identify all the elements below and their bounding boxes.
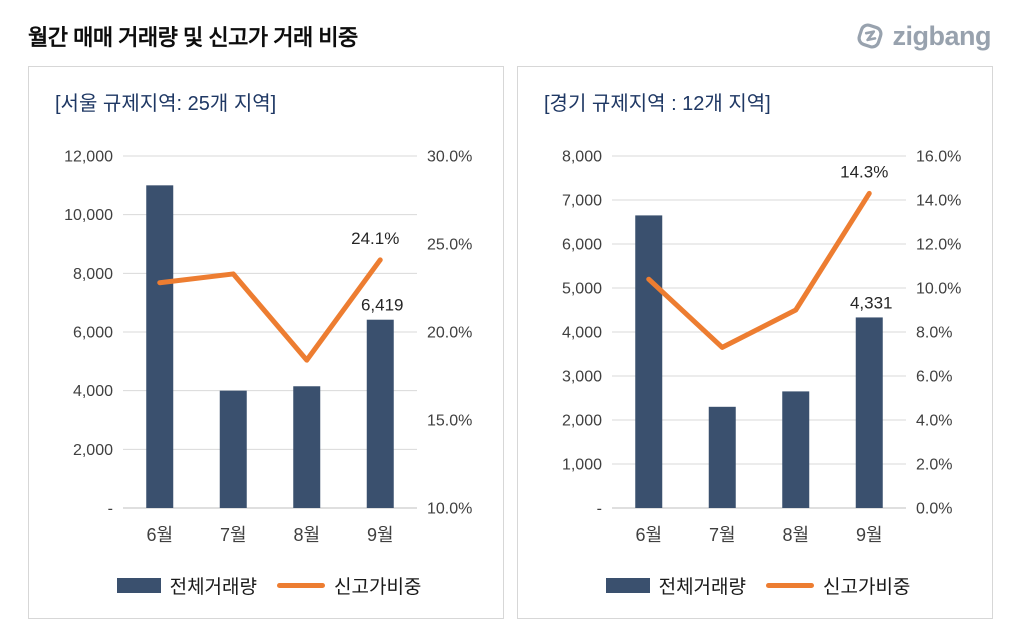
- legend-item-ratio: 신고가비중: [766, 572, 910, 599]
- zigbang-logo-icon: [856, 23, 883, 49]
- x-axis-category-label: 9월: [856, 525, 883, 545]
- ratio-trend-line: [157, 257, 383, 363]
- zigbang-logo: zigbang: [854, 20, 992, 52]
- line-legend-label: 신고가비중: [334, 577, 422, 598]
- seoul-legend: 전체거래량 신고가비중: [43, 572, 495, 599]
- x-axis-category-label: 7월: [220, 525, 247, 545]
- bar-legend-label: 전체거래량: [658, 577, 746, 598]
- left-axis-tick-label: 6,000: [73, 325, 113, 342]
- volume-bar: [635, 215, 663, 508]
- header: 월간 매매 거래량 및 신고가 거래 비중 zigbang: [0, 0, 1021, 66]
- x-axis-category-label: 6월: [635, 525, 662, 545]
- left-axis-tick-label: 3,000: [562, 369, 602, 386]
- line-data-label: 24.1%: [351, 229, 399, 248]
- left-axis-tick-label: 10,000: [64, 207, 113, 224]
- right-axis-tick-label: 20.0%: [427, 325, 472, 342]
- left-axis-tick-label: 1,000: [562, 457, 602, 474]
- volume-bar: [782, 391, 810, 508]
- right-axis-tick-label: 0.0%: [916, 501, 952, 518]
- bar-data-label: 6,419: [361, 296, 404, 315]
- page-title: 월간 매매 거래량 및 신고가 거래 비중: [28, 25, 358, 50]
- line-legend-swatch: [277, 583, 325, 588]
- x-axis-category-label: 6월: [146, 525, 173, 545]
- seoul-chart: 12,000 10,000 8,000 6,000 4,000 2,000 - 30.0% 25…: [43, 132, 495, 562]
- left-axis-tick-label: 4,000: [562, 325, 602, 342]
- left-axis-tick-label: 12,000: [64, 149, 113, 166]
- left-axis-tick-label: 8,000: [562, 149, 602, 166]
- x-axis-category-label: 8월: [293, 525, 320, 545]
- volume-bar: [293, 386, 321, 508]
- left-axis-tick-label: 7,000: [562, 193, 602, 210]
- gyeonggi-legend: 전체거래량 신고가비중: [532, 572, 984, 599]
- left-axis-tick-label: 4,000: [73, 383, 113, 400]
- seoul-chart-title: [서울 규제지역: 25개 지역]: [55, 93, 277, 115]
- right-axis-tick-label: 2.0%: [916, 457, 952, 474]
- right-axis-tick-label: 14.0%: [916, 193, 961, 210]
- line-legend-swatch: [766, 583, 814, 588]
- bar-legend-label: 전체거래량: [169, 577, 257, 598]
- right-axis-tick-label: 30.0%: [427, 149, 472, 166]
- right-axis-tick-label: 12.0%: [916, 237, 961, 254]
- volume-bar: [855, 317, 883, 508]
- chart-svg: 12,000 10,000 8,000 6,000 4,000 2,000 - 30.0% 25…: [64, 149, 472, 546]
- gyeonggi-chart-title: [경기 규제지역 : 12개 지역]: [544, 93, 771, 115]
- left-axis-tick-label: -: [108, 501, 113, 518]
- zigbang-logo-text: zigbang: [892, 20, 992, 51]
- left-axis-tick-label: 6,000: [562, 237, 602, 254]
- volume-bar: [219, 390, 247, 508]
- right-axis-tick-label: 4.0%: [916, 413, 952, 430]
- gyeonggi-chart-panel: [경기 규제지역 : 12개 지역] 8,000 7,000 6,000 5,000 4…: [517, 66, 993, 619]
- right-axis-tick-label: 10.0%: [916, 281, 961, 298]
- right-axis-tick-label: 25.0%: [427, 237, 472, 254]
- right-axis-tick-label: 10.0%: [427, 501, 472, 518]
- left-axis-tick-label: 5,000: [562, 281, 602, 298]
- bar-data-label: 4,331: [850, 293, 893, 312]
- x-axis-category-label: 9월: [367, 525, 394, 545]
- gyeonggi-chart: 8,000 7,000 6,000 5,000 4,000 3,000 2,000 1,000…: [532, 132, 984, 562]
- legend-item-volume: 전체거래량: [605, 572, 746, 599]
- volume-bar: [366, 319, 394, 508]
- volume-bar: [708, 406, 736, 508]
- ratio-trend-line: [646, 190, 872, 350]
- right-axis-tick-label: 16.0%: [916, 149, 961, 166]
- seoul-chart-panel: [서울 규제지역: 25개 지역] 12,000 10,000 8,000 6,000…: [28, 66, 504, 619]
- bar-legend-swatch: [116, 578, 161, 593]
- left-axis-tick-label: 2,000: [562, 413, 602, 430]
- x-axis-category-label: 7월: [709, 525, 736, 545]
- legend-item-ratio: 신고가비중: [277, 572, 421, 599]
- x-axis-category-label: 8월: [782, 525, 809, 545]
- line-legend-label: 신고가비중: [823, 577, 911, 598]
- right-axis-tick-label: 15.0%: [427, 413, 472, 430]
- left-axis-tick-label: 2,000: [73, 442, 113, 459]
- legend-item-volume: 전체거래량: [116, 572, 257, 599]
- chart-svg: 8,000 7,000 6,000 5,000 4,000 3,000 2,000 1,000…: [562, 149, 961, 546]
- right-axis-tick-label: 8.0%: [916, 325, 952, 342]
- left-axis-tick-label: 8,000: [73, 266, 113, 283]
- left-axis-tick-label: -: [597, 501, 602, 518]
- line-data-label: 14.3%: [840, 162, 888, 181]
- right-axis-tick-label: 6.0%: [916, 369, 952, 386]
- volume-bar: [146, 185, 174, 509]
- chart-panels: [서울 규제지역: 25개 지역] 12,000 10,000 8,000 6,000…: [0, 66, 1021, 619]
- bar-legend-swatch: [605, 578, 650, 593]
